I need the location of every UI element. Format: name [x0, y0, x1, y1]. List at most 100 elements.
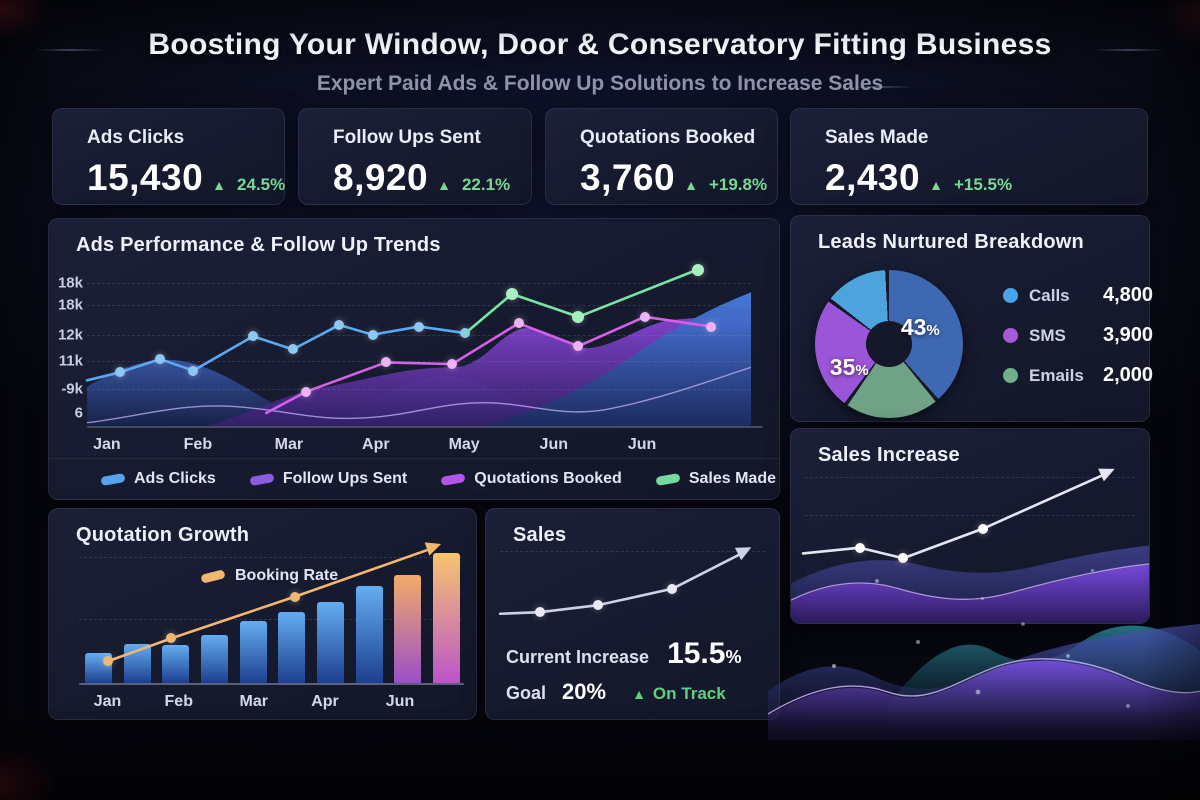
trends-legend: Ads Clicks Follow Ups Sent Quotations Book…	[49, 458, 779, 499]
legend-item: Follow Ups Sent	[249, 470, 407, 488]
sparkle-dot	[1091, 569, 1094, 572]
legend-dot-icon	[1003, 328, 1018, 343]
data-point	[290, 591, 300, 602]
gridline	[87, 360, 751, 362]
data-point	[978, 523, 989, 534]
x-axis-tick: Jan	[93, 693, 122, 710]
pie-slice-label: 43%	[900, 314, 940, 341]
subtitle-flank-line-right	[845, 86, 913, 88]
kpi-value: 3,760	[580, 157, 676, 198]
y-axis-tick: 11k	[58, 352, 83, 370]
pie-legend-label: Emails	[1029, 365, 1084, 385]
x-axis-tick: Feb	[183, 436, 213, 453]
y-axis-tick: 18k	[57, 274, 83, 292]
sales-line-chart	[500, 540, 765, 627]
trends-plot-area: 18k 18k 12k 11k -9k 6 Jan Feb Mar Apr May Jun Jun	[58, 263, 751, 453]
kpi-label: Follow Ups Sent	[333, 127, 481, 148]
gridline	[87, 388, 751, 390]
page-title: Boosting Your Window, Door & Conservator…	[148, 28, 1052, 61]
trends-chart-panel: Ads Performance & Follow Up Trends 18k 18…	[48, 218, 780, 500]
booking-rate-label: Booking Rate	[235, 567, 339, 584]
pie-legend-label: SMS	[1029, 325, 1066, 345]
data-point	[854, 542, 865, 553]
quotation-x-labels: Jan Feb Mar Apr Jun	[85, 693, 460, 713]
quotation-growth-panel: Quotation Growth Jan Feb Mar Apr Jun Booking…	[48, 508, 477, 720]
up-triangle-icon: ▲	[632, 686, 646, 702]
legend-item: Quotations Booked	[440, 470, 622, 488]
booking-rate-legend: Booking Rate	[200, 567, 339, 585]
legend-item: Sales Made	[655, 470, 776, 488]
trends-line-series	[87, 263, 751, 426]
x-axis-tick: Jun	[385, 693, 415, 710]
x-axis-tick: Feb	[164, 693, 193, 710]
legend-item: Ads Clicks	[100, 470, 216, 488]
page-subtitle: Expert Paid Ads & Follow Up Solutions to…	[316, 72, 884, 95]
title-flank-line-left	[34, 49, 106, 51]
legend-label: Sales Made	[688, 470, 776, 487]
trends-x-axis-line	[87, 426, 763, 428]
booking-rate-line	[85, 537, 460, 683]
line-series	[85, 539, 460, 683]
sparkle-dot	[875, 579, 879, 583]
legend-dot-icon	[1003, 368, 1018, 383]
data-point	[166, 633, 177, 644]
kpi-label: Quotations Booked	[580, 127, 756, 148]
gridline	[87, 334, 751, 336]
up-triangle-icon: ▲	[684, 177, 698, 193]
pie-legend-label: Calls	[1029, 285, 1070, 305]
gridline	[87, 282, 751, 284]
current-increase-value: 15.5%	[667, 637, 742, 670]
up-triangle-icon: ▲	[929, 177, 943, 193]
up-triangle-icon: ▲	[212, 177, 227, 193]
pie-legend-row: Calls 4,800	[1003, 284, 1153, 307]
kpi-delta: +19.8%	[708, 175, 768, 194]
x-axis-tick: Jan	[93, 436, 121, 453]
donut-chart: 43% 35%	[815, 270, 963, 418]
kpi-card-quotations-booked: Quotations Booked 3,760 ▲ +19.8%	[545, 108, 778, 205]
sales-increase-panel: Sales Increase	[790, 428, 1150, 624]
x-axis-tick: May	[448, 436, 480, 453]
data-point	[667, 583, 678, 594]
quotation-x-axis-line	[79, 683, 464, 685]
kpi-label: Sales Made	[825, 127, 929, 148]
kpi-card-ads-clicks: Ads Clicks 15,430 ▲ 24.5%	[52, 108, 285, 205]
pie-legend-value: 3,900	[1103, 324, 1154, 346]
pie-title: Leads Nurtured Breakdown	[818, 231, 1084, 253]
x-axis-tick: Mar	[274, 436, 304, 453]
sparkle-dot	[981, 597, 984, 600]
line-series	[87, 263, 751, 426]
y-axis-tick: 18k	[57, 296, 83, 314]
pie-slice-label: 35%	[829, 354, 869, 381]
kpi-value: 8,920	[333, 157, 429, 198]
line-series	[803, 469, 1137, 565]
goal-label: Goal	[506, 683, 547, 703]
pie-legend-value: 4,800	[1103, 284, 1154, 306]
data-point	[534, 607, 545, 618]
title-flank-line-right	[1092, 49, 1166, 51]
legend-swatch-icon	[440, 472, 466, 486]
x-axis-tick: Jun	[539, 436, 569, 453]
legend-swatch-icon	[655, 472, 681, 486]
x-axis-tick: Mar	[239, 693, 268, 710]
gridline	[87, 305, 751, 307]
pie-legend-row: SMS 3,900	[1003, 324, 1153, 347]
pie-legend-value: 2,000	[1103, 364, 1154, 386]
kpi-value: 2,430	[825, 157, 921, 198]
sales-increase-line	[803, 462, 1137, 565]
leads-breakdown-panel: Leads Nurtured Breakdown 43% 35% Calls 4,8…	[790, 215, 1153, 422]
legend-label: Ads Clicks	[134, 470, 216, 487]
kpi-value: 15,430	[87, 157, 204, 198]
status-badge: ▲ On Track	[632, 684, 726, 703]
booking-rate-swatch-icon	[200, 568, 226, 584]
y-axis-tick: 6	[74, 404, 83, 422]
y-axis-tick: -9k	[61, 380, 83, 397]
legend-swatch-icon	[249, 472, 275, 486]
current-increase-label: Current Increase	[506, 647, 650, 667]
x-axis-tick: Apr	[311, 693, 339, 710]
kpi-delta: 22.1%	[461, 175, 511, 194]
kpi-card-sales-made: Sales Made 2,430 ▲ +15.5%	[790, 108, 1148, 205]
pie-legend: Calls 4,800 SMS 3,900 Emails 2,000	[1003, 284, 1153, 387]
data-point	[572, 310, 585, 323]
kpi-label: Ads Clicks	[87, 127, 185, 148]
legend-swatch-icon	[100, 472, 126, 486]
